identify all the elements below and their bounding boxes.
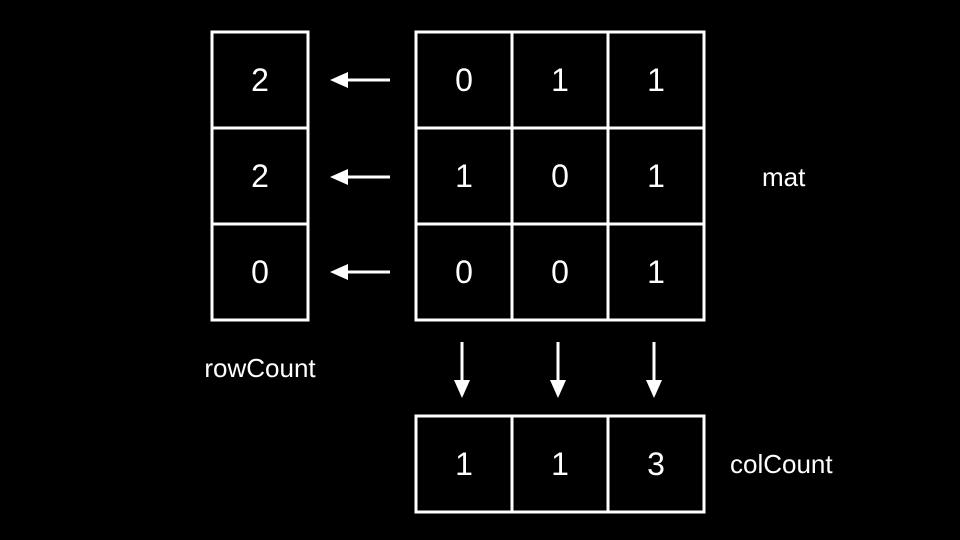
colcount-cell: 1 [510, 414, 610, 514]
mat-value: 0 [455, 62, 473, 98]
mat-value: 1 [455, 158, 473, 194]
mat-label: mat [762, 162, 806, 192]
row-arrow-left [330, 169, 390, 185]
col-arrow-down [454, 342, 470, 398]
row-arrow-left [330, 264, 390, 280]
mat-grid: 0 1 1 1 0 1 0 0 [414, 30, 706, 322]
rowcount-value: 2 [251, 158, 269, 194]
colcount-label: colCount [730, 449, 833, 479]
mat-cell: 1 [606, 30, 706, 130]
col-arrow-down [550, 342, 566, 398]
mat-value: 0 [551, 158, 569, 194]
colcount-cell: 1 [414, 414, 514, 514]
col-arrow-down [646, 342, 662, 398]
colcount-value: 3 [647, 446, 665, 482]
rowcount-value: 0 [251, 254, 269, 290]
colcount-row: 1 1 3 [414, 414, 706, 514]
mat-value: 0 [551, 254, 569, 290]
mat-value: 0 [455, 254, 473, 290]
mat-cell: 1 [510, 30, 610, 130]
rowcount-cell: 2 [210, 30, 310, 130]
mat-cell: 0 [510, 222, 610, 322]
rowcount-column: 2 2 0 [210, 30, 310, 322]
mat-cell: 1 [606, 222, 706, 322]
rowcount-cell: 0 [210, 222, 310, 322]
colcount-cell: 3 [606, 414, 706, 514]
colcount-value: 1 [551, 446, 569, 482]
mat-cell: 0 [414, 222, 514, 322]
mat-value: 1 [647, 62, 665, 98]
mat-value: 1 [551, 62, 569, 98]
mat-cell: 0 [510, 126, 610, 226]
mat-value: 1 [647, 254, 665, 290]
rowcount-label: rowCount [204, 353, 316, 383]
mat-value: 1 [647, 158, 665, 194]
rowcount-value: 2 [251, 62, 269, 98]
rowcount-cell: 2 [210, 126, 310, 226]
mat-cell: 1 [606, 126, 706, 226]
row-arrow-left [330, 72, 390, 88]
colcount-value: 1 [455, 446, 473, 482]
mat-cell: 1 [414, 126, 514, 226]
mat-cell: 0 [414, 30, 514, 130]
